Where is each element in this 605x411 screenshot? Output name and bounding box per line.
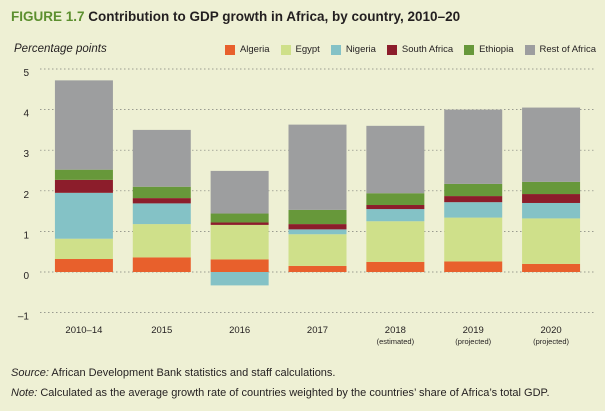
- figure-label: FIGURE 1.7: [11, 9, 85, 24]
- bar-segment-algeria-2015: [132, 257, 191, 272]
- y-tick-label: 1: [23, 230, 29, 241]
- legend-item-rest-of-africa: Rest of Africa: [524, 44, 597, 55]
- bar-segment-south-africa-2018: [366, 205, 425, 210]
- x-tick-label: 2015: [151, 325, 172, 336]
- legend-label: Algeria: [239, 44, 270, 55]
- legend-label: Rest of Africa: [539, 44, 597, 55]
- y-tick-label: 0: [23, 271, 29, 282]
- bar-segment-nigeria-2020: [522, 202, 581, 219]
- legend-label: Ethiopia: [479, 44, 514, 55]
- method-note: Note: Calculated as the average growth r…: [11, 387, 550, 399]
- y-tick-label: 2: [23, 190, 29, 201]
- x-tick-sublabel: (projected): [533, 337, 569, 346]
- y-tick-label: 4: [23, 109, 29, 120]
- bar-segment-ethiopia-2016: [210, 213, 269, 223]
- bar-segment-nigeria-2015: [132, 203, 191, 225]
- bar-segment-nigeria-2016: [210, 272, 269, 286]
- legend-item-egypt: Egypt: [280, 44, 320, 55]
- figure-title-text: Contribution to GDP growth in Africa, by…: [88, 9, 461, 24]
- legend-item-south-africa: South Africa: [386, 44, 454, 55]
- y-tick-label: 5: [23, 68, 29, 79]
- bar-segment-ethiopia-2020: [522, 181, 581, 195]
- legend-swatch: [464, 44, 475, 55]
- bar-segment-south-africa-2010-14: [54, 179, 113, 193]
- bar-segment-egypt-2016: [210, 224, 269, 260]
- x-tick-label: 2016: [229, 325, 250, 336]
- bar-segment-egypt-2019: [444, 217, 503, 262]
- legend-item-nigeria: Nigeria: [330, 44, 376, 55]
- bar-segment-south-africa-2015: [132, 198, 191, 204]
- bar-segment-rest-of-africa-2019: [444, 109, 503, 184]
- y-axis-label: Percentage points: [14, 43, 107, 55]
- x-tick-label: 2018: [385, 325, 406, 336]
- x-tick-label: 2019: [463, 325, 484, 336]
- bar-segment-algeria-2018: [366, 261, 425, 272]
- legend: Algeria Egypt Nigeria South Africa Ethiopia R…: [214, 44, 596, 55]
- bar-segment-ethiopia-2010-14: [54, 169, 113, 180]
- bar-segment-nigeria-2017: [288, 229, 347, 235]
- legend-item-ethiopia: Ethiopia: [464, 44, 514, 55]
- legend-swatch: [330, 44, 341, 55]
- bar-segment-egypt-2010-14: [54, 238, 113, 260]
- bar-segment-south-africa-2019: [444, 196, 503, 203]
- bar-segment-rest-of-africa-2015: [132, 129, 191, 187]
- x-tick-label: 2020: [541, 325, 562, 336]
- bar-segment-egypt-2017: [288, 234, 347, 266]
- x-tick-sublabel: (projected): [455, 337, 491, 346]
- y-axis-ticks: –1 0 1 2 3 4 5: [18, 68, 30, 323]
- legend-swatch: [524, 44, 535, 55]
- bar-segment-ethiopia-2017: [288, 209, 347, 225]
- x-tick-sublabel: (estimated): [377, 337, 415, 346]
- bar-segment-algeria-2016: [210, 259, 269, 272]
- bar-segment-south-africa-2016: [210, 222, 269, 225]
- x-tick-label: 2010–14: [65, 325, 102, 336]
- bar-segment-rest-of-africa-2017: [288, 124, 347, 210]
- bar-segment-nigeria-2010-14: [54, 192, 113, 239]
- x-axis-ticks: 2010–14 2015 2016 2017 2018(estimated)2019(p…: [65, 325, 569, 346]
- note-label: Note:: [11, 387, 38, 399]
- source-note: Source: African Development Bank statist…: [11, 367, 335, 379]
- legend-swatch: [280, 44, 291, 55]
- bars: [54, 80, 581, 286]
- bar-segment-egypt-2020: [522, 218, 581, 264]
- legend-swatch: [224, 44, 235, 55]
- bar-segment-ethiopia-2015: [132, 186, 191, 199]
- y-tick-label: 3: [23, 149, 29, 160]
- source-text: African Development Bank statistics and …: [51, 367, 336, 379]
- legend-item-algeria: Algeria: [224, 44, 270, 55]
- bar-segment-south-africa-2017: [288, 224, 347, 230]
- bar-segment-ethiopia-2018: [366, 193, 425, 206]
- bar-segment-ethiopia-2019: [444, 183, 503, 197]
- bar-segment-algeria-2020: [522, 263, 581, 272]
- bar-segment-rest-of-africa-2016: [210, 170, 269, 214]
- x-tick-label: 2017: [307, 325, 328, 336]
- bar-segment-rest-of-africa-2020: [522, 107, 581, 182]
- bar-segment-nigeria-2018: [366, 209, 425, 222]
- y-tick-label: –1: [18, 312, 30, 323]
- legend-label: Nigeria: [345, 44, 376, 55]
- source-label: Source:: [11, 367, 49, 379]
- bar-segment-algeria-2019: [444, 261, 503, 272]
- bar-segment-south-africa-2020: [522, 194, 581, 203]
- bar-segment-algeria-2017: [288, 265, 347, 272]
- bar-segment-egypt-2018: [366, 221, 425, 262]
- legend-label: South Africa: [401, 44, 454, 55]
- note-text: Calculated as the average growth rate of…: [40, 387, 550, 399]
- figure-title: FIGURE 1.7 Contribution to GDP growth in…: [11, 9, 460, 24]
- bar-segment-rest-of-africa-2018: [366, 125, 425, 194]
- stacked-bar-chart: –1 0 1 2 3 4 5 2010–14 2015 2016 2017 2018(estimat…: [18, 68, 595, 346]
- bar-segment-algeria-2010-14: [54, 259, 113, 272]
- legend-label: Egypt: [295, 44, 320, 55]
- legend-swatch: [386, 44, 397, 55]
- bar-segment-rest-of-africa-2010-14: [54, 80, 113, 170]
- bar-segment-egypt-2015: [132, 224, 191, 258]
- bar-segment-nigeria-2019: [444, 202, 503, 218]
